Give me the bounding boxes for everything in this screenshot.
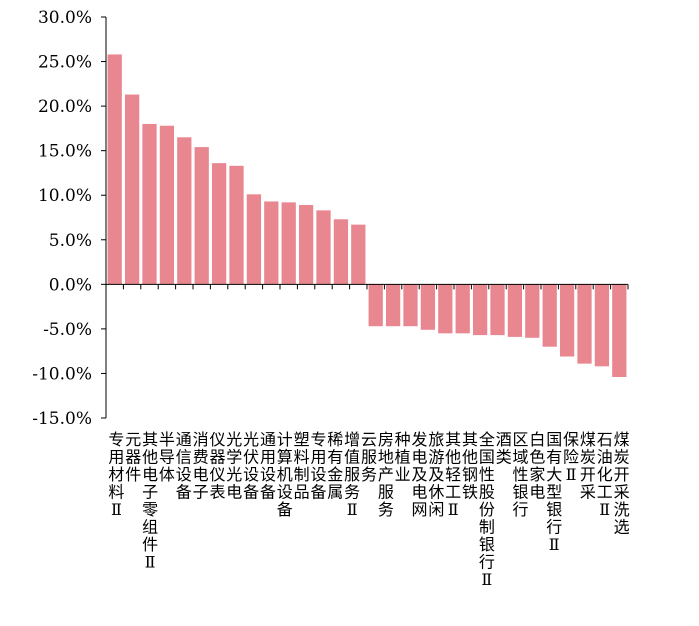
bar-24 <box>507 284 523 337</box>
bar-22 <box>472 284 488 336</box>
bar-29 <box>594 284 610 367</box>
x-tick-label: 仪器仪表 <box>209 430 225 502</box>
x-tick-label: 全国性股份制银行 Ⅱ <box>479 430 495 589</box>
x-tick-label: 其他钢铁 <box>462 430 478 502</box>
bars <box>107 54 627 378</box>
bar-27 <box>559 284 575 357</box>
y-tick-label: 15.0% <box>38 142 92 162</box>
x-tick-label: 稀有金属 <box>327 430 343 502</box>
bar-17 <box>385 284 401 327</box>
x-tick-label: 白色家电 <box>529 430 545 502</box>
bar-11 <box>281 202 296 285</box>
x-tick-label: 半导体 <box>159 430 175 484</box>
bar-28 <box>577 284 592 364</box>
y-tick-label: 5.0% <box>49 231 92 251</box>
bar-6 <box>194 147 209 285</box>
x-tick-label: 房地产服务 <box>378 430 394 519</box>
bar-8 <box>229 165 244 285</box>
x-tick-label: 发电及电网 <box>412 430 428 519</box>
y-tick-label: 30.0% <box>38 8 92 28</box>
x-tick-label: 元器件 <box>125 430 141 484</box>
bar-23 <box>490 284 505 336</box>
x-tick-label: 煤炭开采洗选 <box>614 430 630 537</box>
bar-15 <box>351 224 366 285</box>
bar-14 <box>333 219 349 285</box>
bar-18 <box>403 284 418 327</box>
x-tick-label: 酒类 <box>496 430 512 467</box>
x-tick-label: 其他电子零组件 Ⅱ <box>142 430 158 572</box>
bar-7 <box>211 163 227 285</box>
bar-19 <box>420 284 436 330</box>
x-tick-label: 塑料制品 <box>294 430 310 502</box>
y-tick-labels: 30.0% 25.0% 20.0% 15.0% 10.0% 5.0% 0.0% -5.0% -1… <box>32 8 92 429</box>
x-tick-label: 种植业 <box>395 430 411 484</box>
bar-12 <box>298 205 314 285</box>
bar-2 <box>124 94 140 285</box>
y-tick-label: -5.0% <box>43 320 92 340</box>
x-tick-label: 区域性银行 <box>513 430 529 519</box>
bar-21 <box>455 284 470 334</box>
x-tick-label: 国有大型银行 Ⅱ <box>546 430 562 554</box>
x-tick-label: 石油化工 Ⅱ <box>597 430 613 519</box>
y-tick-label: 10.0% <box>38 186 92 206</box>
bar-13 <box>316 210 331 285</box>
x-tick-label: 增值服务 Ⅱ <box>344 430 360 519</box>
axes <box>101 16 629 419</box>
x-tick-label: 计算机设备 <box>277 430 293 519</box>
y-tick-label: 25.0% <box>38 53 92 73</box>
x-tick-label: 专用设备 <box>310 430 326 502</box>
x-tick-label: 云服务 <box>361 430 377 484</box>
y-tick-label: -15.0% <box>32 409 92 429</box>
x-tick-label: 通信设备 <box>176 430 192 502</box>
x-tick-label: 专用材料 Ⅱ <box>108 430 124 519</box>
bar-1 <box>107 54 122 285</box>
x-tick-label: 光伏设备 <box>243 430 259 502</box>
bar-10 <box>264 201 279 285</box>
bar-30 <box>612 284 627 378</box>
bar-3 <box>142 123 157 285</box>
bar-20 <box>438 284 453 334</box>
bar-4 <box>159 125 175 285</box>
x-tick-label: 消费电子 <box>193 430 209 502</box>
x-tick-label: 光学光电 <box>226 430 242 502</box>
bar-16 <box>368 284 383 327</box>
x-tick-label: 保险 Ⅱ <box>563 430 579 484</box>
x-tick-label: 通用设备 <box>260 430 276 502</box>
bar-25 <box>525 284 540 338</box>
y-tick-label: 0.0% <box>49 275 92 295</box>
bar-5 <box>177 137 192 285</box>
x-tick-label: 其他轻工 Ⅱ <box>445 430 461 519</box>
y-tick-label: 20.0% <box>38 97 92 117</box>
bar-26 <box>542 284 557 347</box>
bar-9 <box>246 194 262 285</box>
y-tick-label: -10.0% <box>32 364 92 384</box>
x-tick-label: 旅游及休闲 <box>428 430 444 519</box>
x-tick-label: 煤炭开采 <box>580 430 596 502</box>
